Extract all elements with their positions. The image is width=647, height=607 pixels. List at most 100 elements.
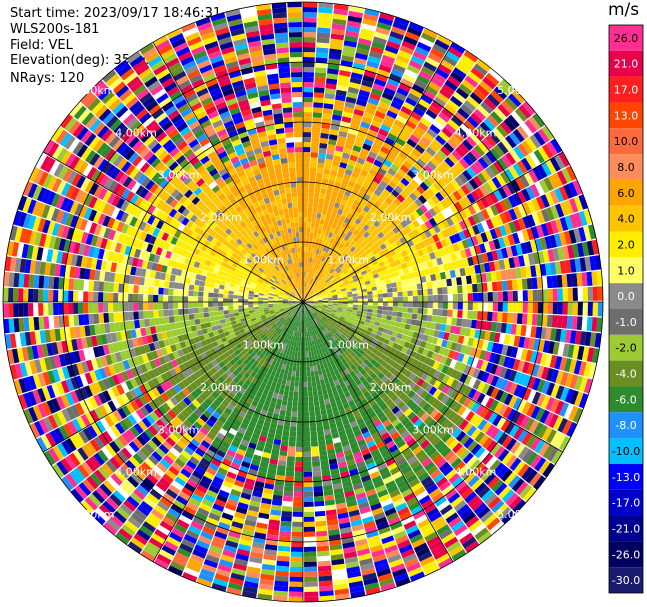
range-gate <box>490 90 504 104</box>
range-gate <box>280 520 292 527</box>
range-gate <box>371 163 380 172</box>
range-gate <box>460 184 471 196</box>
range-gate <box>338 74 350 82</box>
range-gate <box>360 270 367 276</box>
range-gate <box>437 382 446 392</box>
range-gate <box>459 267 466 277</box>
range-gate <box>279 530 291 537</box>
range-gate <box>423 268 431 276</box>
range-gate <box>428 358 436 368</box>
range-gate <box>363 231 370 239</box>
range-gate <box>369 320 376 325</box>
range-gate <box>423 415 434 426</box>
range-gate <box>475 320 483 330</box>
range-gate <box>390 101 403 111</box>
range-gate <box>471 319 478 329</box>
range-gate <box>311 257 315 264</box>
range-gate <box>372 305 378 310</box>
range-gate <box>303 486 313 492</box>
range-gate <box>353 235 360 243</box>
range-gate <box>432 360 441 370</box>
range-gate <box>303 127 312 133</box>
range-gate <box>483 262 491 273</box>
range-gate <box>504 96 518 111</box>
range-gate <box>304 571 318 577</box>
range-gate <box>303 292 305 298</box>
range-gate <box>357 254 364 261</box>
range-gate <box>375 281 382 287</box>
range-gate <box>345 327 351 332</box>
range-gate <box>545 207 555 221</box>
range-gate <box>486 251 494 262</box>
range-gate <box>405 195 415 205</box>
range-gate <box>332 271 338 277</box>
range-gate <box>499 366 508 379</box>
range-gate <box>445 217 455 227</box>
range-gate <box>386 132 398 142</box>
range-gate <box>401 334 408 341</box>
range-gate <box>524 417 535 432</box>
range-gate <box>432 119 444 131</box>
range-gate <box>352 302 358 305</box>
range-gate <box>317 299 323 302</box>
range-gate <box>330 195 337 203</box>
range-gate <box>307 303 313 306</box>
range-gate <box>314 410 321 417</box>
range-gate <box>320 183 328 190</box>
range-gate <box>479 121 492 134</box>
range-gate <box>493 238 501 250</box>
range-gate <box>388 221 396 230</box>
range-gate <box>495 270 502 281</box>
range-gate <box>315 67 327 74</box>
range-gate <box>416 387 425 396</box>
range-gate <box>296 361 300 367</box>
range-gate <box>369 238 377 246</box>
range-gate <box>334 235 341 242</box>
range-gate <box>303 112 313 118</box>
range-gate <box>460 103 473 116</box>
range-gate <box>424 220 433 229</box>
range-gate <box>481 208 490 220</box>
range-gate <box>384 363 392 371</box>
range-gate <box>329 261 335 267</box>
range-gate <box>341 178 350 186</box>
range-gate <box>467 215 477 227</box>
range-gate <box>473 416 484 428</box>
range-gate <box>363 254 370 261</box>
range-gate <box>409 402 419 412</box>
range-gate <box>551 315 558 328</box>
range-gate <box>525 241 533 254</box>
range-gate <box>305 287 308 293</box>
range-gate <box>328 267 333 273</box>
range-gate <box>376 351 383 358</box>
range-gate <box>420 223 429 232</box>
range-gate <box>312 295 317 299</box>
range-gate <box>461 79 476 92</box>
range-gate <box>392 377 401 386</box>
range-gate <box>306 305 311 310</box>
range-gate <box>306 282 310 288</box>
range-gate <box>419 232 428 241</box>
range-gate <box>320 290 326 294</box>
range-gate <box>435 401 445 412</box>
range-gate <box>322 304 328 306</box>
range-gate <box>289 576 303 582</box>
range-gate <box>325 310 332 315</box>
range-gate <box>584 331 592 347</box>
range-gate <box>328 284 335 289</box>
range-gate <box>361 164 371 173</box>
range-gate <box>540 395 551 409</box>
range-gate <box>416 409 426 419</box>
range-gate <box>412 188 422 198</box>
range-gate <box>470 190 481 202</box>
range-gate <box>506 182 517 195</box>
range-gate <box>396 344 404 352</box>
range-gate <box>354 103 366 112</box>
range-gate <box>561 168 572 183</box>
range-gate <box>362 302 368 306</box>
range-gate <box>381 228 389 236</box>
range-gate <box>467 366 476 377</box>
range-gate <box>454 268 461 278</box>
range-gate <box>312 385 318 392</box>
range-gate <box>441 374 451 384</box>
